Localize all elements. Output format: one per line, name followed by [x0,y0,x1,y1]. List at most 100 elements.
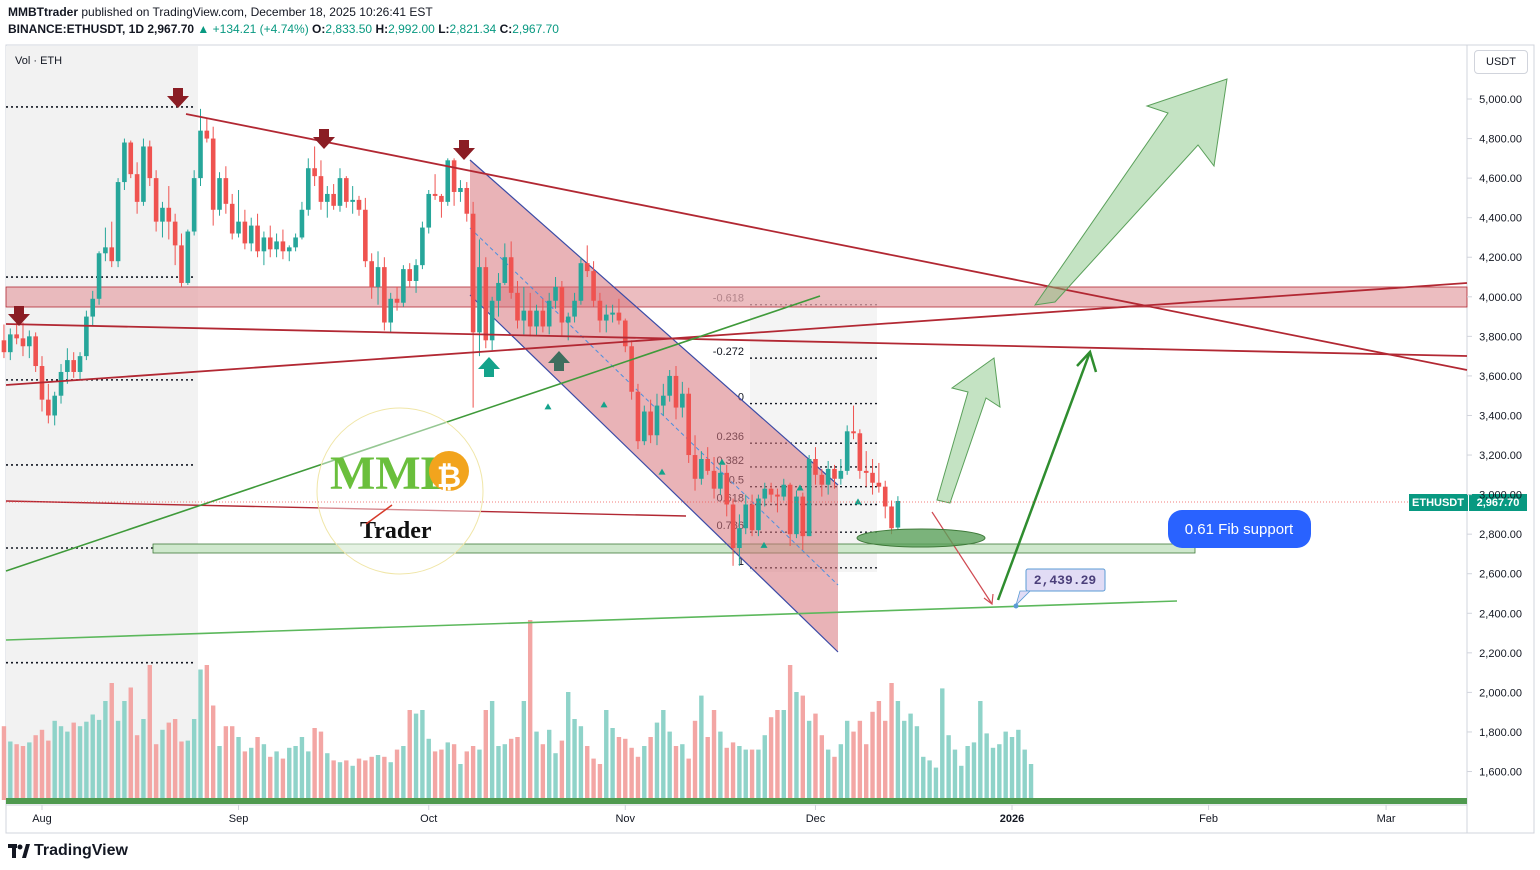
candle [680,381,685,418]
volume-bar [775,710,780,800]
volume-bar [255,737,260,800]
volume-bar [382,756,387,800]
change-text: ▲ +134.21 (+4.74%) [197,22,309,36]
candle-body [781,484,787,497]
candle [420,221,425,270]
green-support-line[interactable] [5,600,1178,641]
price-tick-label: 4,800.00 [1479,134,1522,146]
volume-bar [52,720,57,800]
candle-body [648,411,653,436]
volume-bar [1016,729,1021,800]
support-zone[interactable] [152,543,1196,554]
candle [870,458,875,495]
price-tick-label: 2,000.00 [1479,687,1522,699]
volume-bar [502,744,508,800]
volume-bar [274,751,279,800]
candle [293,233,298,252]
green-rising-line[interactable] [5,295,821,572]
candle [787,482,793,547]
candle-body [743,504,749,529]
support-ellipse[interactable] [856,528,986,548]
candle-body [331,193,336,206]
downtrend-line[interactable] [185,113,1468,371]
volume-bar [610,728,615,800]
candle [794,490,799,539]
volume-bar [527,620,533,800]
volume-bar [223,726,229,800]
volume-bar [591,758,596,800]
candle [464,182,470,222]
candle-body [217,178,222,210]
recovery-path-line[interactable] [996,351,1092,601]
price-tick-label: 1,800.00 [1479,727,1522,739]
candle-body [191,178,197,232]
price-tick-label: 3,200.00 [1479,450,1522,462]
volume-bar [407,710,412,800]
open-value: 2,833.50 [325,22,373,36]
target-price-label[interactable] [1025,568,1106,592]
volume-bar [933,767,939,800]
candle [248,217,254,252]
candle-body [870,472,875,483]
candle [458,180,463,202]
candle-body [470,213,476,333]
volume-bar [1,726,7,800]
volume-bar [971,742,977,800]
candle-body [559,286,565,323]
tradingview-footer[interactable]: TradingView [8,842,128,860]
volume-bar [172,719,178,800]
bitcoin-icon: ₿ [437,461,461,494]
horizontal-trend-line[interactable] [5,323,1468,357]
volume-bar [198,669,203,800]
time-tick-label: Feb [1199,813,1218,825]
volume-bar [458,764,463,800]
short-projection-arrow[interactable] [936,357,1001,504]
candle-body [248,225,254,244]
candle-body [458,188,463,192]
currency-button[interactable]: USDT [1474,50,1528,74]
candle-body [382,267,387,323]
candle-body [889,506,894,529]
flat-red-line[interactable] [5,500,687,517]
volume-bar [667,731,672,800]
candle [546,292,552,335]
candle [172,213,178,266]
channel-upper-line[interactable] [469,159,839,486]
candle-body [27,336,32,347]
candle-body [692,455,698,479]
candle-body [616,312,622,321]
volume-bar [806,720,812,800]
publisher-name[interactable]: MMBTtrader [8,5,79,19]
channel-lower-line[interactable] [469,294,839,653]
candle [686,387,691,463]
candle [572,292,577,323]
price-tick-label: 5,000.00 [1479,94,1522,106]
candle-body [375,267,381,287]
bullish-projection-arrow[interactable] [1033,78,1228,306]
volume-bar [293,746,298,800]
fib-support-callout[interactable] [1168,510,1311,548]
resistance-zone[interactable] [5,286,1468,308]
candle [705,447,710,475]
time-tick-label: Aug [32,813,52,825]
candle [286,245,292,262]
candle-body [356,199,362,210]
price-tick-label: 2,600.00 [1479,569,1522,581]
candle-body [724,472,730,505]
candle-body [806,458,812,537]
candle-body [1,340,7,353]
price-axis[interactable]: 5,000.00 4,800.00 4,600.00 4,400.00 4,200.00… [1467,94,1522,779]
last-price-symbol-tag [1409,494,1468,511]
candles [1,108,901,566]
candle-body [825,468,831,485]
candle-body [267,237,273,250]
price-tick-label: 3,600.00 [1479,371,1522,383]
drop-path-line[interactable] [931,511,993,605]
rising-red-line[interactable] [5,282,1468,386]
volume-bar [952,749,958,800]
volume-bar [547,729,552,800]
volume-bar [572,719,577,800]
candle-body [103,247,108,254]
time-axis[interactable]: Aug Sep Oct Nov Dec 2026 Feb Mar [32,805,1396,825]
